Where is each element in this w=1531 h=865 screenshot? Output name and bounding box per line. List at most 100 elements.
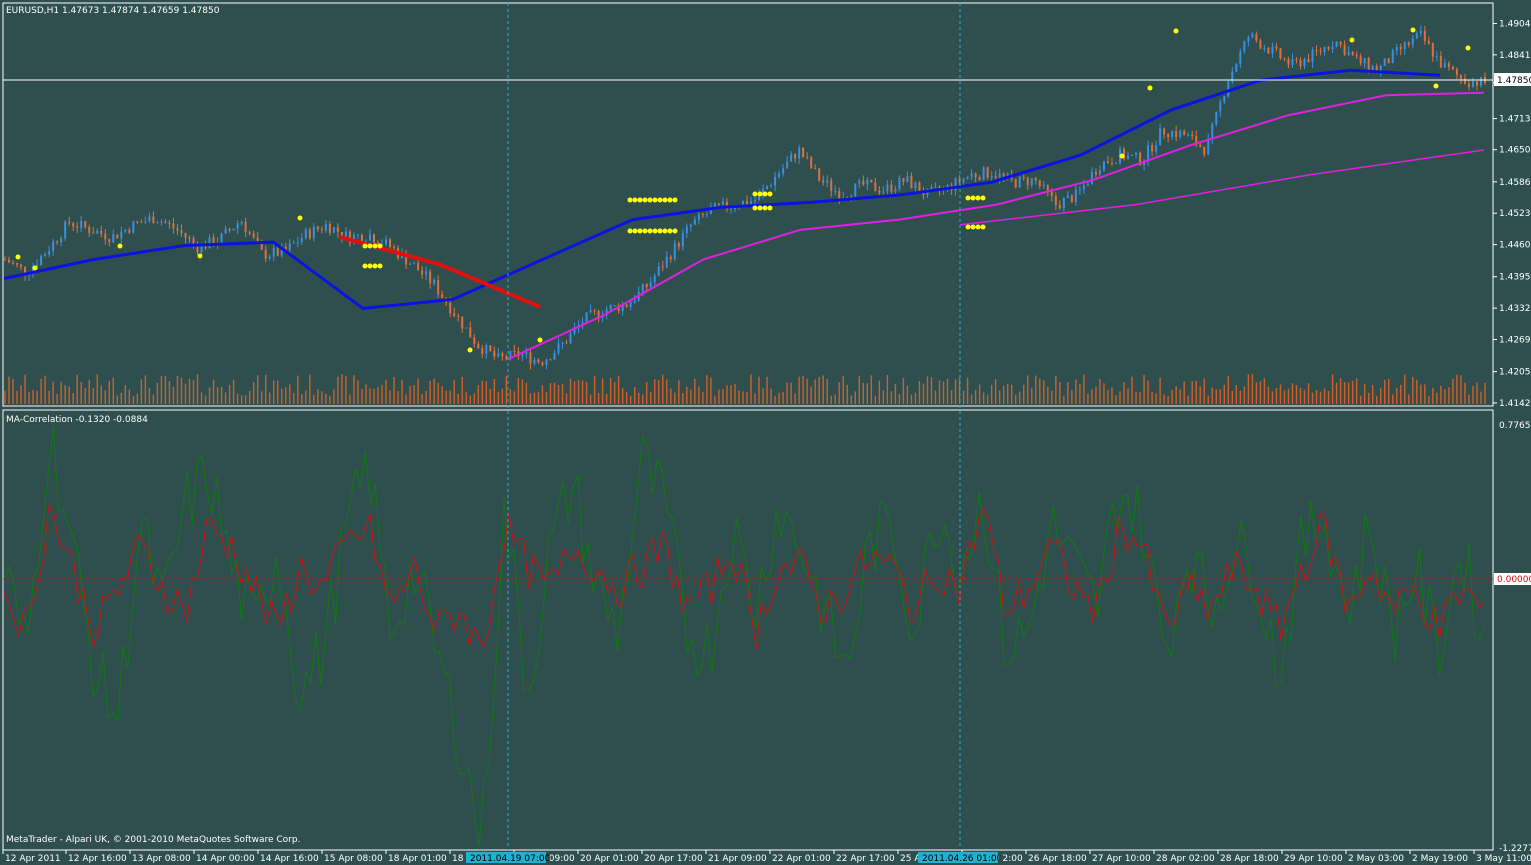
candle-body — [296, 242, 299, 244]
current-price-tag: 1.47850 — [1497, 76, 1531, 86]
candle-body — [665, 256, 668, 268]
candle-body — [1471, 81, 1474, 87]
candle-body — [417, 263, 420, 271]
candle-body — [826, 180, 829, 183]
candle-body — [88, 227, 91, 233]
candle-body — [16, 263, 19, 265]
candle-body — [300, 238, 303, 243]
candle-body — [264, 249, 267, 259]
price-panel-frame — [2, 2, 1494, 407]
candle-body — [649, 282, 652, 288]
candle-body — [721, 201, 724, 205]
candle-body — [1447, 63, 1450, 67]
vline-tag-2: 2011.04.26 01:00 — [922, 854, 1003, 864]
candle-body — [1379, 65, 1382, 73]
candle-body — [1135, 152, 1138, 155]
candle-body — [1090, 172, 1093, 185]
price-candles — [4, 25, 1486, 370]
y-tick-label: 1.43325 — [1499, 304, 1531, 314]
candle-body — [633, 300, 636, 303]
x-tick-label: 26 Apr 18:00 — [1028, 854, 1087, 864]
candle-body — [1139, 152, 1142, 166]
candle-body — [1159, 128, 1162, 146]
candle-body — [276, 248, 279, 256]
candle-body — [501, 353, 504, 357]
candle-body — [537, 359, 540, 363]
x-tick-label: 14 Apr 16:00 — [260, 854, 319, 864]
candle-body — [1086, 184, 1089, 186]
candle-body — [621, 304, 624, 312]
signal-dot — [965, 224, 971, 230]
candle-body — [60, 238, 63, 243]
candle-body — [252, 233, 255, 238]
signal-dot — [980, 195, 986, 201]
candle-body — [1415, 33, 1418, 39]
candle-body — [220, 233, 223, 243]
candle-body — [1283, 58, 1286, 60]
candle-body — [421, 270, 424, 275]
candle-body — [304, 229, 307, 239]
candle-body — [673, 243, 676, 260]
signal-dot — [362, 243, 368, 249]
candle-body — [962, 178, 965, 183]
candle-body — [1239, 51, 1242, 65]
candle-body — [1339, 41, 1342, 45]
candle-body — [1315, 49, 1318, 51]
ma-magenta-fast-line — [507, 91, 1485, 361]
candle-body — [1279, 48, 1282, 59]
y-tick-label: 1.47130 — [1499, 115, 1531, 125]
candle-body — [465, 327, 468, 329]
signal-dot — [752, 205, 758, 211]
signal-dot — [197, 253, 203, 259]
candle-body — [284, 246, 287, 250]
candle-body — [798, 147, 801, 159]
indicator-y-tick-label: 0.7765 — [1499, 421, 1531, 431]
candle-body — [641, 283, 644, 292]
x-tick-label: 18 Apr 01:00 — [388, 854, 447, 864]
y-tick-label: 1.45860 — [1499, 178, 1531, 188]
candle-body — [1255, 33, 1258, 41]
candle-body — [1207, 138, 1210, 155]
candle-body — [1247, 37, 1250, 42]
candle-body — [144, 221, 147, 223]
signal-dot — [627, 228, 633, 234]
candle-body — [1094, 172, 1097, 175]
candle-body — [316, 226, 319, 230]
candle-body — [268, 256, 271, 259]
candle-body — [930, 187, 933, 189]
candle-body — [148, 216, 151, 222]
candle-body — [978, 177, 981, 180]
candle-body — [1271, 46, 1274, 54]
candle-body — [1407, 42, 1410, 45]
candle-body — [1235, 64, 1238, 72]
signal-dot — [537, 337, 543, 343]
candle-body — [505, 356, 508, 359]
candle-body — [1295, 58, 1298, 60]
signal-dot — [1147, 85, 1153, 91]
candle-body — [405, 252, 408, 265]
candle-body — [1123, 149, 1126, 159]
ma-blue-line — [3, 68, 1441, 310]
candle-body — [533, 359, 536, 364]
signal-dots — [15, 27, 1471, 353]
candle-body — [1018, 176, 1021, 188]
candle-body — [1022, 176, 1025, 178]
signal-dot — [667, 197, 673, 203]
candle-body — [1375, 66, 1378, 73]
candle-body — [152, 216, 155, 224]
signal-dot — [627, 197, 633, 203]
candle-body — [1359, 56, 1362, 64]
candle-body — [136, 221, 139, 223]
candle-body — [1175, 131, 1178, 137]
candle-body — [449, 302, 452, 314]
candle-body — [1098, 170, 1101, 175]
candle-body — [693, 219, 696, 225]
signal-dot — [632, 228, 638, 234]
candle-body — [1479, 77, 1482, 86]
candle-body — [1435, 55, 1438, 57]
signal-dot — [752, 191, 758, 197]
candle-body — [1391, 50, 1394, 64]
signal-dot — [652, 197, 658, 203]
